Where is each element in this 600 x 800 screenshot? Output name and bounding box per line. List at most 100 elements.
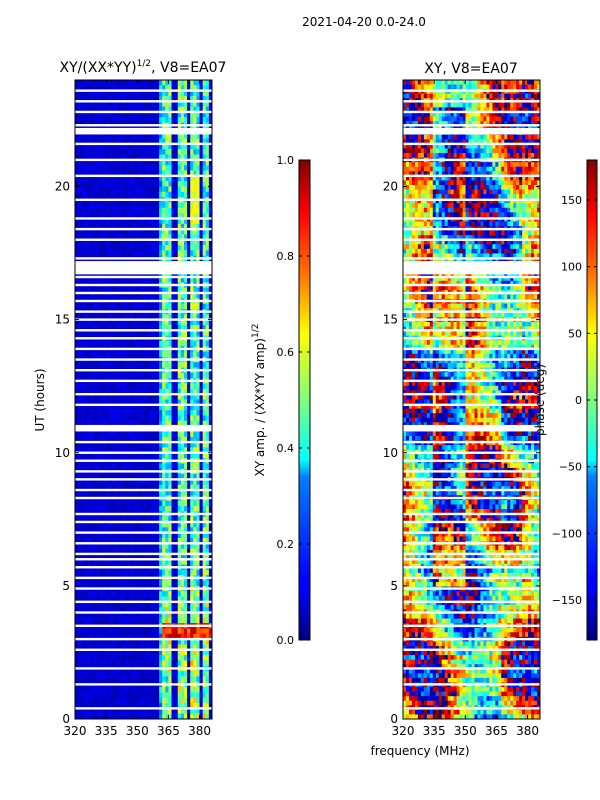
amplitude-cell (168, 569, 173, 576)
amplitude-cell (149, 351, 154, 358)
amplitude-cell (196, 569, 201, 576)
amplitude-cell (134, 202, 138, 209)
amplitude-cell (165, 175, 170, 182)
amplitude-cell (152, 394, 157, 401)
amplitude-cell (202, 415, 207, 422)
amplitude-cell (121, 394, 126, 401)
amplitude-cell (109, 250, 113, 257)
amplitude-cell (205, 149, 210, 156)
amplitude-cell (81, 138, 85, 145)
amplitude-cell (187, 569, 191, 576)
amplitude-cell (90, 463, 95, 470)
amplitude-cell (165, 394, 170, 401)
amplitude-cell (99, 106, 104, 113)
amplitude-cell (99, 660, 104, 667)
amplitude-cell (155, 559, 160, 566)
amplitude-cell (78, 202, 82, 209)
amplitude-cell (143, 532, 148, 539)
amplitude-cell (103, 655, 107, 662)
amplitude-cell (78, 410, 82, 417)
amplitude-cell (193, 596, 198, 603)
amplitude-cell (84, 543, 89, 550)
amplitude-cell (162, 239, 166, 246)
amplitude-cell (202, 553, 207, 560)
amplitude-cell (165, 655, 170, 662)
amplitude-cell (87, 271, 92, 278)
amplitude-cell (208, 133, 212, 140)
amplitude-cell (205, 165, 210, 172)
amplitude-cell (115, 569, 120, 576)
amplitude-cell (143, 436, 148, 443)
amplitude-cell (90, 452, 95, 459)
amplitude-cell (131, 506, 135, 512)
amplitude-cell (159, 287, 163, 294)
amplitude-cell (103, 484, 107, 491)
amplitude-cell (140, 617, 145, 624)
amplitude-cell (199, 271, 204, 278)
amplitude-cell (168, 601, 173, 608)
amplitude-cell (81, 277, 85, 283)
amplitude-cell (78, 223, 82, 230)
amplitude-cell (93, 149, 98, 156)
amplitude-cell (171, 612, 176, 619)
amplitude-cell (162, 447, 166, 454)
amplitude-cell (121, 202, 126, 209)
amplitude-cell (168, 213, 173, 220)
amplitude-cell (118, 383, 123, 390)
amplitude-cell (87, 229, 92, 236)
amplitude-cell (87, 245, 92, 251)
amplitude-cell (165, 133, 170, 140)
amplitude-cell (171, 420, 176, 427)
amplitude-cell (127, 404, 132, 411)
amplitude-cell (143, 671, 148, 677)
amplitude-cell (84, 660, 89, 667)
amplitude-cell (208, 436, 212, 443)
amplitude-cell (180, 521, 185, 528)
amplitude-cell (109, 420, 113, 427)
amplitude-cell (199, 80, 204, 86)
amplitude-cell (174, 607, 179, 614)
amplitude-cell (171, 239, 176, 246)
amplitude-cell (99, 543, 104, 550)
amplitude-cell (152, 479, 157, 486)
amplitude-cell (137, 245, 141, 251)
amplitude-cell (84, 506, 89, 512)
amplitude-cell (93, 101, 98, 108)
amplitude-cell (127, 479, 132, 486)
amplitude-cell (174, 340, 179, 347)
amplitude-cell (96, 207, 101, 214)
amplitude-cell (177, 138, 182, 145)
amplitude-cell (106, 181, 110, 188)
amplitude-cell (202, 351, 207, 358)
amplitude-cell (106, 111, 110, 118)
amplitude-cell (171, 319, 176, 326)
amplitude-cell (174, 436, 179, 443)
amplitude-cell (84, 521, 89, 528)
amplitude-cell (193, 101, 198, 108)
amplitude-cell (208, 617, 212, 624)
amplitude-cell (159, 159, 163, 166)
amplitude-cell (115, 80, 120, 86)
amplitude-cell (190, 553, 194, 560)
amplitude-cell (109, 617, 113, 624)
amplitude-cell (78, 133, 82, 140)
amplitude-cell (205, 170, 210, 177)
amplitude-cell (149, 319, 154, 326)
amplitude-cell (177, 175, 182, 182)
amplitude-cell (180, 553, 185, 560)
amplitude-cell (190, 340, 194, 347)
amplitude-cell (165, 490, 170, 496)
amplitude-cell (75, 271, 79, 278)
amplitude-cell (121, 170, 126, 177)
amplitude-cell (196, 649, 201, 656)
amplitude-cell (168, 314, 173, 321)
amplitude-cell (140, 80, 145, 86)
amplitude-cell (115, 548, 120, 555)
amplitude-cell (146, 133, 151, 140)
amplitude-cell (193, 612, 198, 619)
amplitude-cell (205, 660, 210, 667)
amplitude-cell (149, 340, 154, 347)
amplitude-cell (180, 591, 185, 598)
amplitude-cell (137, 191, 141, 198)
amplitude-cell (205, 95, 210, 102)
